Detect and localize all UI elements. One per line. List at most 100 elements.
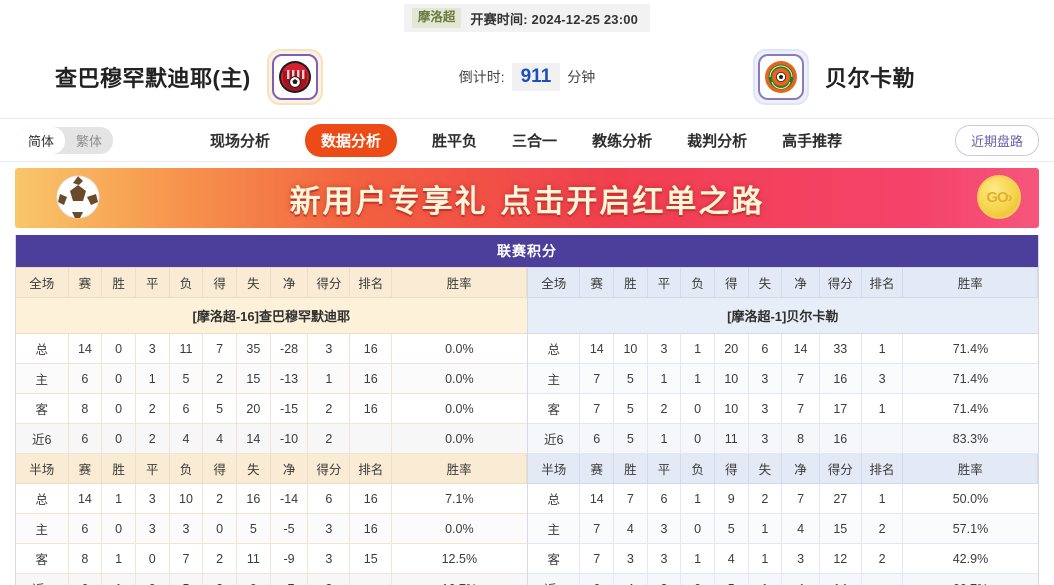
cell-rank: 16: [349, 483, 393, 514]
col-loss: 负: [169, 453, 204, 484]
cell-win: 10: [613, 333, 648, 364]
cell-played: 7: [579, 543, 615, 574]
cell-winrate: 71.4%: [902, 333, 1038, 364]
row-label: 近6: [16, 423, 69, 454]
cell-points: 33: [819, 333, 862, 364]
row-label: 近6: [16, 573, 69, 585]
cell-points: 2: [307, 423, 351, 454]
tab-three-in-one[interactable]: 三合一: [512, 132, 558, 150]
row-label: 总: [528, 483, 581, 514]
col-gd: 净: [781, 267, 820, 298]
cell-gd: -28: [270, 333, 309, 364]
cell-loss: 5: [169, 573, 204, 585]
cell-points: 14: [819, 573, 862, 585]
away-fulltime-header: 全场 赛 胜 平 负 得 失 净 得分 排名 胜率: [528, 267, 1038, 298]
cell-draw: 1: [647, 423, 682, 454]
tab-coach-analysis[interactable]: 教练分析: [592, 132, 653, 150]
col-winrate: 胜率: [902, 267, 1038, 298]
tab-data-analysis[interactable]: 数据分析: [305, 123, 398, 157]
cell-rank: [349, 423, 393, 454]
tab-win-draw-lose[interactable]: 胜平负: [432, 132, 478, 150]
cell-points: 3: [307, 513, 351, 544]
cell-ga: 1: [748, 543, 783, 574]
teams-row: 查巴穆罕默迪耶(主) 倒计时: 911 分钟: [0, 36, 1054, 118]
cell-ga: 20: [236, 393, 271, 424]
cell-gf: 10: [714, 363, 749, 394]
home-fulltime-header: 全场 赛 胜 平 负 得 失 净 得分 排名 胜率: [16, 267, 527, 298]
cell-draw: 1: [647, 363, 682, 394]
row-label: 总: [16, 333, 69, 364]
col-rank: 排名: [861, 453, 904, 484]
table-row: 近6 6 1 0 5 2 9 -7 3 16.7%: [16, 573, 527, 585]
col-draw: 平: [135, 267, 170, 298]
cell-played: 6: [68, 363, 103, 394]
col-loss: 负: [680, 453, 715, 484]
col-winrate: 胜率: [902, 453, 1038, 484]
nav-items: 现场分析 数据分析 胜平负 三合一 教练分析 裁判分析 高手推荐: [210, 123, 843, 157]
main-nav: 简体 繁体 现场分析 数据分析 胜平负 三合一 教练分析 裁判分析 高手推荐 近…: [0, 118, 1054, 162]
cell-gf: 2: [202, 363, 237, 394]
col-winrate: 胜率: [391, 453, 527, 484]
col-gf: 得: [202, 267, 237, 298]
row-label: 主: [528, 513, 581, 544]
cell-rank: [349, 573, 393, 585]
tab-expert-picks[interactable]: 高手推荐: [782, 132, 843, 150]
cell-win: 0: [101, 363, 136, 394]
soccer-ball-icon: [55, 174, 101, 220]
row-label: 主: [16, 363, 69, 394]
col-scope: 半场: [16, 453, 69, 484]
away-stats-table: [摩洛超-1]贝尔卡勒 全场 赛 胜 平 负 得 失 净 得分 排名 胜率: [528, 267, 1038, 585]
table-row: 总 14 7 6 1 9 2 7 27 1 50.0%: [528, 483, 1038, 514]
cell-win: 1: [101, 543, 136, 574]
col-loss: 负: [680, 267, 715, 298]
away-team-stats-table: [摩洛超-1]贝尔卡勒 全场 赛 胜 平 负 得 失 净 得分 排名 胜率: [527, 267, 1038, 585]
home-table-body: [摩洛超-16]查巴穆罕默迪耶: [16, 297, 527, 334]
banner-go-button[interactable]: GO ›: [977, 175, 1021, 219]
cell-winrate: 7.1%: [391, 483, 527, 514]
cell-draw: 3: [647, 513, 682, 544]
col-points: 得分: [819, 267, 862, 298]
cell-rank: [861, 573, 904, 585]
countdown-unit: 分钟: [567, 69, 596, 85]
cell-loss: 0: [680, 513, 715, 544]
table-row: 近6 6 5 1 0 11 3 8 16 83.3%: [528, 423, 1038, 454]
col-win: 胜: [613, 453, 648, 484]
cell-played: 14: [579, 483, 615, 514]
tab-referee-analysis[interactable]: 裁判分析: [687, 132, 748, 150]
cell-draw: 3: [135, 483, 170, 514]
table-row: 近6 6 4 2 0 5 1 4 14 66.7%: [528, 573, 1038, 585]
cell-draw: 6: [647, 483, 682, 514]
cell-ga: 3: [748, 393, 783, 424]
home-team[interactable]: 查巴穆罕默迪耶(主): [55, 49, 323, 105]
col-points: 得分: [307, 453, 351, 484]
promo-banner[interactable]: 新用户专享礼 点击开启红单之路 GO ›: [15, 168, 1039, 228]
cell-winrate: 16.7%: [391, 573, 527, 585]
table-row: 客 7 5 2 0 10 3 7 17 1 71.4%: [528, 393, 1038, 424]
cell-gf: 4: [714, 543, 749, 574]
cell-points: 6: [307, 483, 351, 514]
cell-draw: 3: [647, 333, 682, 364]
cell-ga: 5: [236, 513, 271, 544]
cell-winrate: 0.0%: [391, 363, 527, 394]
cell-gf: 9: [714, 483, 749, 514]
lang-simplified-button[interactable]: 简体: [17, 126, 66, 154]
table-row: 主 6 0 3 3 0 5 -5 3 16 0.0%: [16, 513, 527, 544]
tab-live-analysis[interactable]: 现场分析: [210, 132, 271, 150]
cell-rank: 1: [861, 483, 904, 514]
cell-played: 14: [579, 333, 615, 364]
col-ga: 失: [748, 267, 783, 298]
col-gf: 得: [714, 453, 749, 484]
league-standings-panel: 联赛积分 [摩洛超-16]查巴穆罕默迪耶 全场 赛 胜 平 负: [15, 235, 1039, 585]
lang-traditional-button[interactable]: 繁体: [76, 133, 103, 149]
recent-odds-button[interactable]: 近期盘路: [954, 124, 1039, 156]
banner-go-label: GO: [986, 188, 1008, 206]
col-draw: 平: [647, 453, 682, 484]
cell-rank: 15: [349, 543, 393, 574]
cell-win: 5: [613, 393, 648, 424]
language-toggle[interactable]: 简体 繁体: [17, 126, 114, 154]
chevron-right-icon: ›: [1007, 188, 1013, 206]
row-label: 客: [528, 393, 581, 424]
away-team[interactable]: 贝尔卡勒: [753, 49, 915, 105]
cell-gf: 10: [714, 393, 749, 424]
cell-points: 16: [819, 423, 862, 454]
